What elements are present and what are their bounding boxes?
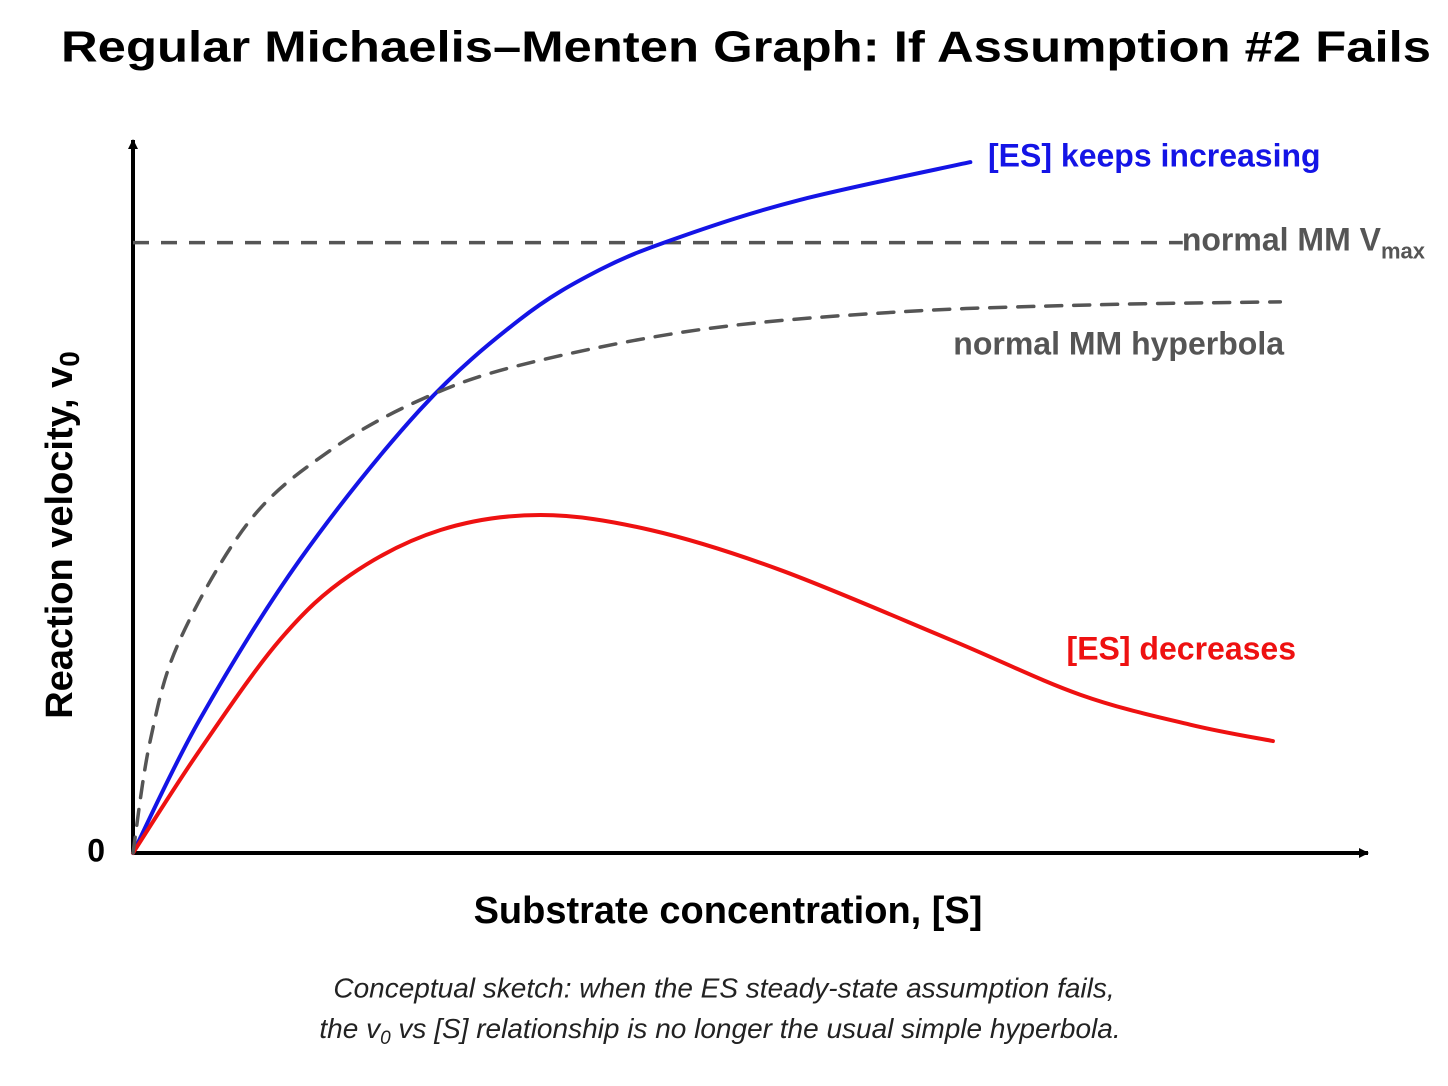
vmax-label: normal MM Vmax — [1182, 222, 1426, 263]
series-line — [131, 513, 1275, 855]
caption: Conceptual sketch: when the ES steady-st… — [333, 972, 1114, 1003]
series-label: normal MM hyperbola — [953, 325, 1284, 361]
vmax-label-sub: max — [1381, 238, 1426, 263]
vmax-label-text: normal MM V — [1182, 222, 1382, 258]
series-label: [ES] keeps increasing — [988, 137, 1321, 173]
series-line — [131, 300, 1283, 855]
y-axis-label: Reaction velocity, v0 — [39, 351, 85, 719]
series-line — [131, 160, 973, 855]
chart-title: Regular Michaelis–Menten Graph: If Assum… — [61, 23, 1431, 72]
series-label: [ES] decreases — [1067, 630, 1296, 666]
x-axis-label: Substrate concentration, [S] — [474, 890, 983, 932]
caption: the v0 vs [S] relationship is no longer … — [319, 1013, 1120, 1049]
y-tick-label: 0 — [87, 832, 105, 868]
